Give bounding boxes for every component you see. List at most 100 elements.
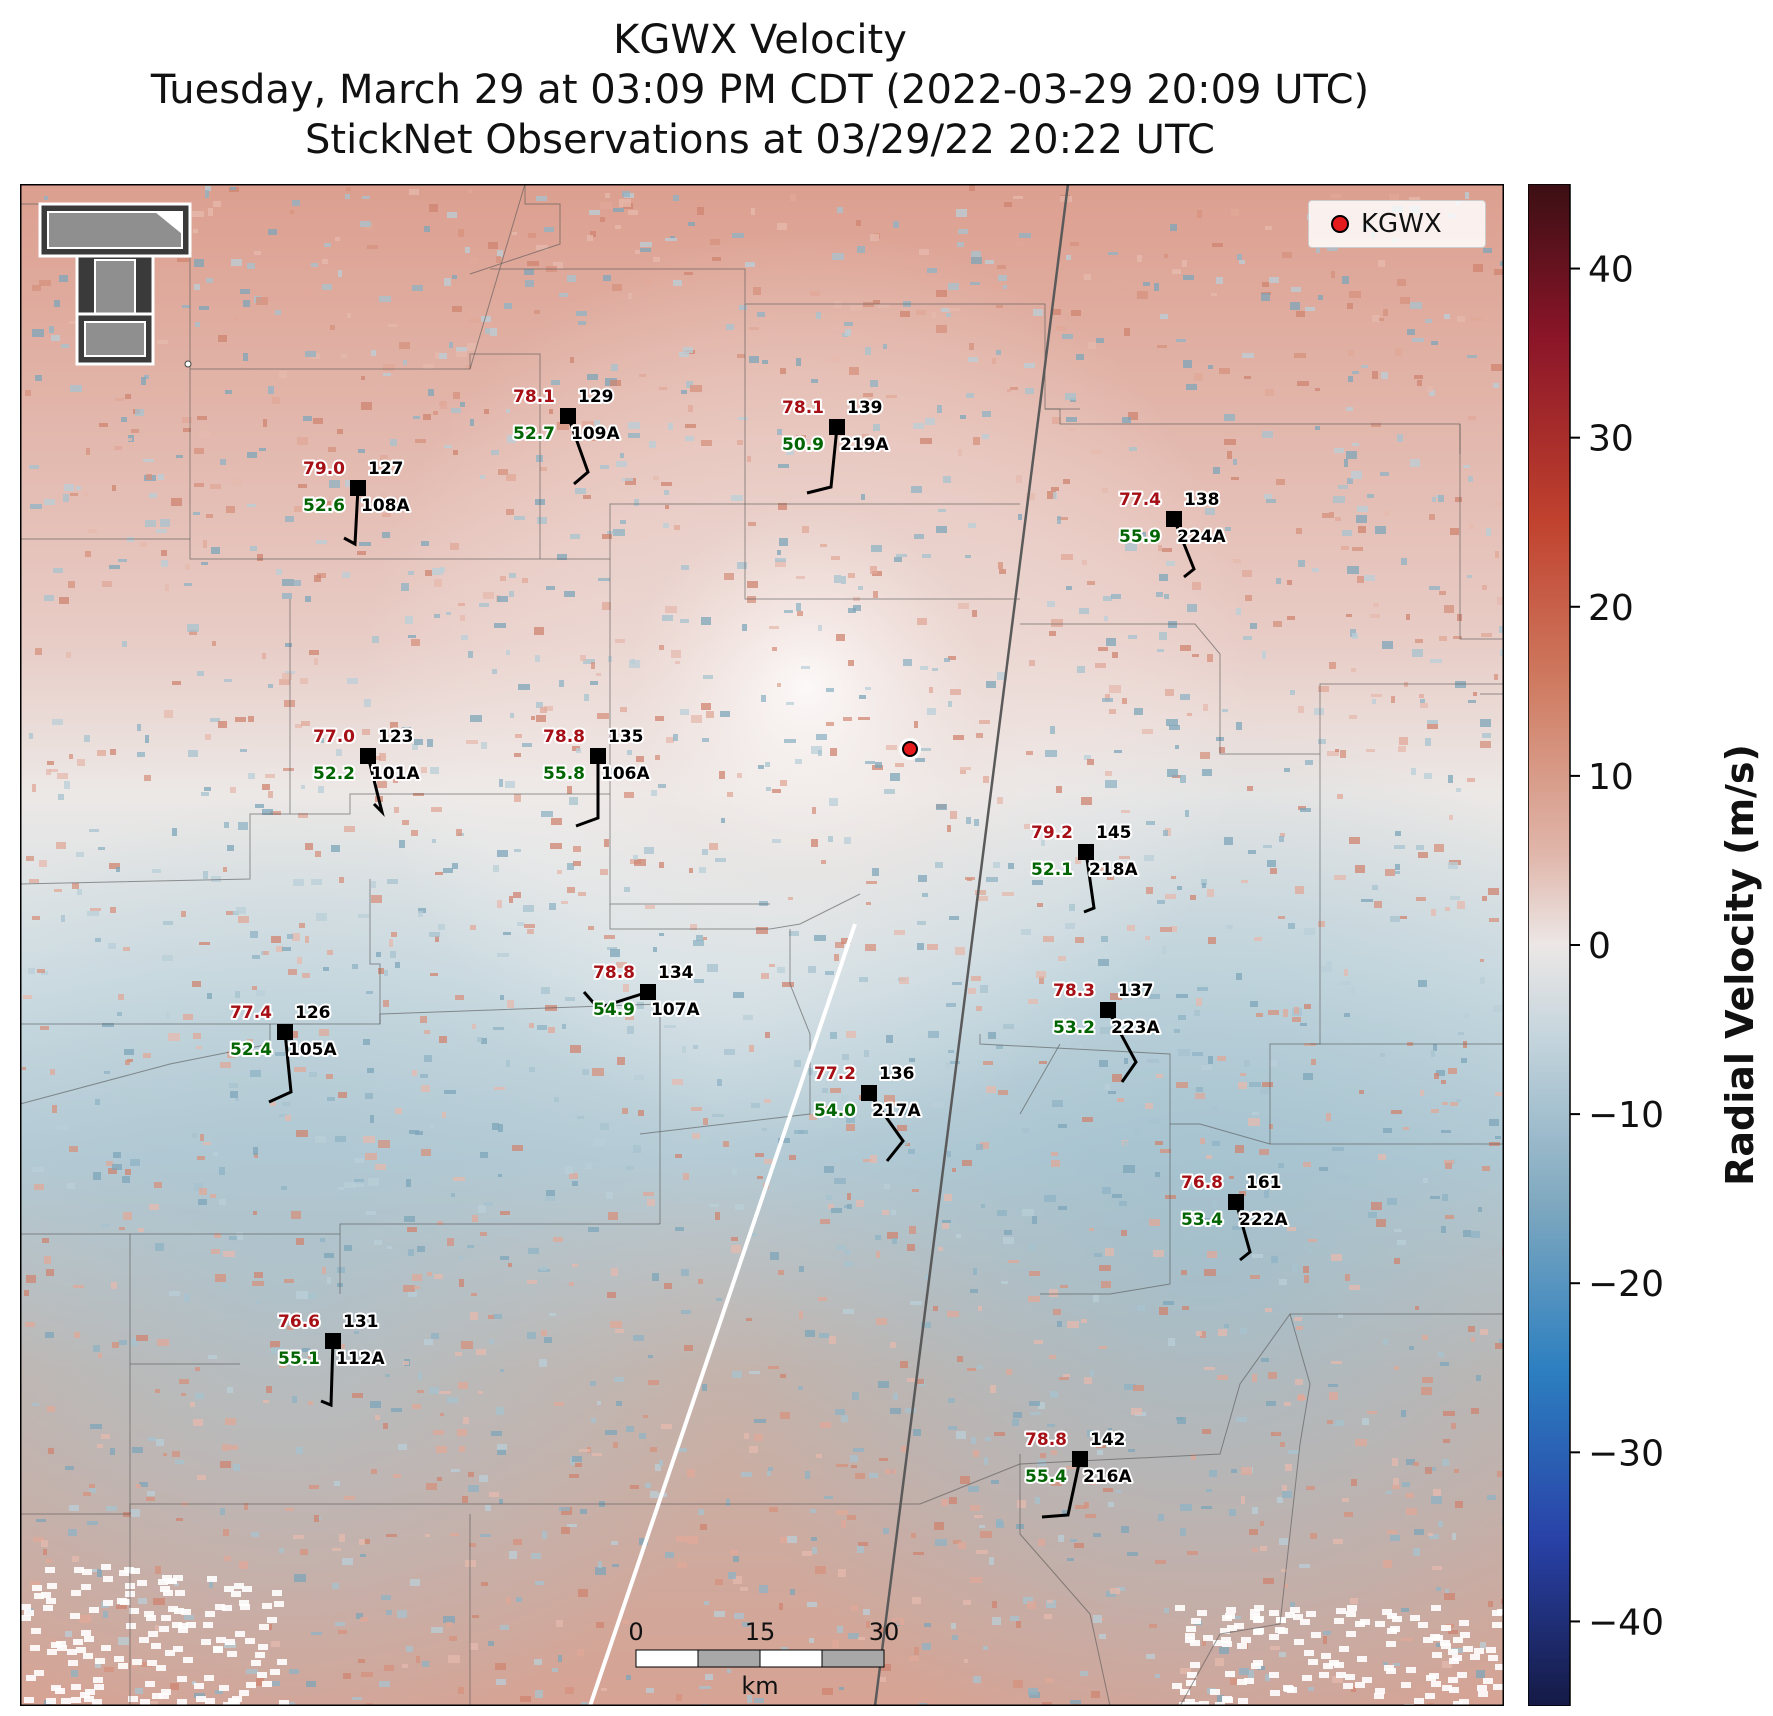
station-marker [640, 984, 656, 1000]
station-marker [861, 1085, 877, 1101]
station-dewpoint: 52.6 [303, 496, 345, 516]
map-frame [20, 184, 1504, 1706]
station-number: 131 [343, 1312, 379, 1332]
station-temperature: 78.8 [543, 727, 585, 747]
station-101A[interactable]: 77.0 123 52.2 101A [311, 725, 422, 817]
station-id: 105A [288, 1040, 337, 1060]
colorbar-tick-label: 20 [1588, 588, 1634, 629]
station-dewpoint: 53.2 [1053, 1018, 1095, 1038]
station-105A[interactable]: 77.4 126 52.4 105A [228, 1001, 339, 1104]
station-id: 223A [1111, 1018, 1160, 1038]
station-107A[interactable]: 78.8 134 54.9 107A [582, 961, 702, 1022]
station-223A[interactable]: 78.3 137 53.2 223A [1051, 979, 1162, 1083]
radar-speckle [21, 184, 1504, 1706]
kgwx-radar-marker[interactable] [902, 741, 918, 757]
station-id: 222A [1239, 1210, 1288, 1230]
station-id: 218A [1089, 860, 1138, 880]
station-id: 217A [872, 1101, 921, 1121]
station-dewpoint: 55.4 [1025, 1467, 1067, 1487]
station-temperature: 78.8 [1025, 1430, 1067, 1450]
title-line-1: KGWX Velocity [613, 17, 907, 63]
station-number: 145 [1096, 823, 1132, 843]
station-216A[interactable]: 78.8 142 55.4 216A [1023, 1428, 1134, 1519]
wind-barb [1106, 1009, 1138, 1083]
colorbar-tick-label: −10 [1588, 1095, 1664, 1136]
station-222A[interactable]: 76.8 161 53.4 222A [1179, 1171, 1290, 1262]
station-dewpoint: 53.4 [1181, 1210, 1223, 1230]
station-marker [560, 408, 576, 424]
colorbar-tick-label: −30 [1588, 1433, 1664, 1474]
station-temperature: 79.2 [1031, 823, 1073, 843]
legend-label: KGWX [1361, 209, 1442, 239]
station-marker [590, 748, 606, 764]
station-temperature: 77.4 [1119, 490, 1161, 510]
title-line-3: StickNet Observations at 03/29/22 20:22 … [305, 117, 1215, 163]
station-dewpoint: 50.9 [782, 435, 824, 455]
station-marker [1078, 844, 1094, 860]
station-id: 107A [651, 1000, 700, 1020]
station-id: 112A [336, 1349, 385, 1369]
texas-tech-logo [38, 202, 192, 368]
colorbar-tick-label: −40 [1588, 1602, 1664, 1643]
station-dewpoint: 52.4 [230, 1040, 272, 1060]
wind-barb [582, 990, 649, 1010]
station-219A[interactable]: 78.1 139 50.9 219A [780, 396, 891, 495]
colorbar-gradient [1528, 184, 1571, 1706]
station-number: 139 [847, 398, 883, 418]
station-number: 135 [608, 727, 644, 747]
colorbar-tick-label: −20 [1588, 1264, 1664, 1305]
station-dewpoint: 52.7 [513, 424, 555, 444]
colorbar-tick-label: 40 [1588, 250, 1634, 291]
station-109A[interactable]: 78.1 129 52.7 109A [511, 385, 622, 486]
station-temperature: 77.2 [814, 1064, 856, 1084]
station-marker [360, 748, 376, 764]
station-number: 127 [368, 459, 404, 479]
radar-map: 78.1 129 52.7 109A 78.1 139 50.9 219A 79.0 127 52.… [20, 184, 1504, 1706]
station-dewpoint: 54.0 [814, 1101, 856, 1121]
station-112A[interactable]: 76.6 131 55.1 112A [276, 1310, 387, 1408]
station-106A[interactable]: 78.8 135 55.8 106A [541, 725, 652, 828]
station-id: 108A [361, 496, 410, 516]
station-number: 142 [1090, 1430, 1126, 1450]
kgwx-legend-icon [1331, 215, 1349, 233]
legend: KGWX [1308, 200, 1486, 248]
station-dewpoint: 52.2 [313, 764, 355, 784]
station-dewpoint: 55.9 [1119, 527, 1161, 547]
station-temperature: 77.0 [313, 727, 355, 747]
colorbar-tick-label: 30 [1588, 419, 1634, 460]
station-id: 101A [371, 764, 420, 784]
station-marker [350, 480, 366, 496]
colorbar-tick-label: 0 [1588, 926, 1611, 967]
colorbar-tick-label: 10 [1588, 757, 1634, 798]
station-marker [1228, 1194, 1244, 1210]
station-224A[interactable]: 77.4 138 55.9 224A [1117, 488, 1228, 579]
scale-label-15: 15 [745, 1618, 776, 1646]
wind-barb [566, 415, 590, 486]
station-temperature: 76.8 [1181, 1173, 1223, 1193]
station-temperature: 77.4 [230, 1003, 272, 1023]
station-number: 123 [378, 727, 414, 747]
wind-barb [1172, 518, 1196, 579]
station-dewpoint: 55.8 [543, 764, 585, 784]
station-marker [829, 419, 845, 435]
station-temperature: 78.1 [782, 398, 824, 418]
radar-blocked-radial [588, 923, 857, 1706]
station-number: 134 [658, 963, 694, 983]
station-number: 161 [1246, 1173, 1282, 1193]
station-temperature: 76.6 [278, 1312, 320, 1332]
station-temperature: 78.3 [1053, 981, 1095, 1001]
wind-barb [1041, 1458, 1082, 1519]
wind-barb [867, 1092, 905, 1162]
station-id: 109A [571, 424, 620, 444]
scale-label-30: 30 [869, 1618, 900, 1646]
station-218A[interactable]: 79.2 145 52.1 218A [1029, 821, 1140, 914]
wind-barb [366, 755, 385, 817]
station-108A[interactable]: 79.0 127 52.6 108A [301, 457, 412, 547]
county-boundaries [20, 184, 1504, 1706]
station-217A[interactable]: 77.2 136 54.0 217A [812, 1062, 923, 1162]
station-number: 137 [1118, 981, 1154, 1001]
station-marker [277, 1024, 293, 1040]
station-temperature: 78.1 [513, 387, 555, 407]
wind-barb [575, 756, 600, 828]
station-number: 126 [295, 1003, 331, 1023]
